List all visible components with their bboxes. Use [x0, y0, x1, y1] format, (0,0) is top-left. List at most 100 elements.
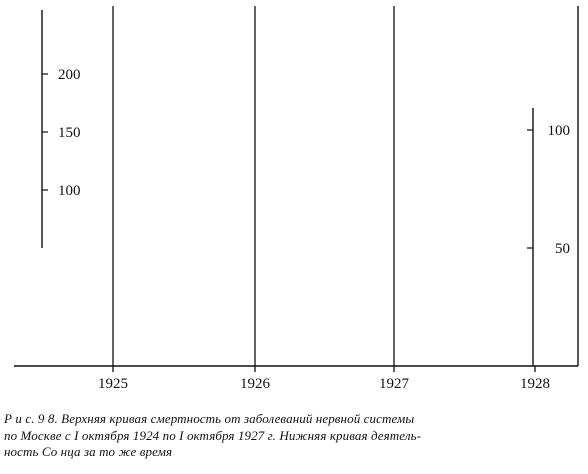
lower-curve-solar-activity-point: [272, 224, 273, 225]
upper-curve-mortality-point: [266, 101, 267, 102]
lower-curve-solar-activity-point: [0, 313, 1, 314]
lower-curve-solar-activity-point: [137, 323, 138, 324]
upper-curve-mortality-point: [324, 94, 325, 95]
caption-line-3: ность Со нца за то же время: [4, 444, 173, 459]
figure-caption: Р и с. 9 8. Верхняя кривая смертность от…: [4, 411, 580, 461]
upper-curve-mortality-point: [405, 85, 406, 86]
upper-curve-mortality-point: [195, 68, 196, 69]
upper-curve-mortality-point: [464, 120, 465, 121]
line-chart: 1925 1926 1927 1928 200 150 100 100 50: [0, 6, 579, 392]
lower-curve-solar-activity-point: [453, 236, 454, 237]
lower-curve-solar-activity-point: [254, 210, 255, 211]
lower-curve-solar-activity-point: [243, 129, 244, 130]
upper-curve-mortality-point: [429, 73, 430, 74]
upper-curve-mortality-point: [243, 85, 244, 86]
lower-curve-solar-activity-point: [0, 304, 1, 305]
right-y-tick-label: 100: [548, 123, 571, 139]
lower-curve-solar-activity-point: [159, 285, 160, 286]
upper-curve-mortality-point: [335, 83, 336, 84]
lower-curve-solar-activity-point: [131, 339, 132, 340]
upper-curve-mortality-point: [131, 73, 132, 74]
lower-curve-solar-activity-point: [382, 177, 383, 178]
upper-curve-mortality-point: [278, 137, 279, 138]
upper-curve-mortality-point: [148, 76, 149, 77]
upper-curve-mortality-point: [0, 143, 1, 144]
lower-curve-solar-activity-point: [230, 224, 231, 225]
lower-curve-solar-activity: [0, 113, 500, 341]
lower-curve-solar-activity-point: [289, 210, 290, 211]
lower-curve-solar-activity-point: [393, 165, 394, 166]
lower-curve-solar-activity-point: [440, 229, 441, 230]
left-y-tick-label: 100: [58, 183, 81, 199]
lower-curve-solar-activity-point: [313, 247, 314, 248]
x-tick-label: 1927: [379, 376, 410, 392]
left-y-tick-label: 150: [58, 125, 81, 141]
upper-curve-mortality-point: [254, 93, 255, 94]
upper-curve-mortality-point: [208, 78, 209, 79]
upper-curve-mortality-point: [137, 62, 138, 63]
upper-curve-mortality-point: [393, 102, 394, 103]
upper-curve-mortality-point: [0, 122, 1, 123]
upper-curve-mortality-point: [348, 73, 349, 74]
x-tick-label: 1928: [520, 376, 550, 392]
lower-curve-solar-activity-point: [412, 188, 413, 189]
lower-curve-solar-activity-point: [324, 231, 325, 232]
upper-curve-mortality-point: [230, 94, 231, 95]
left-y-tick-label: 200: [58, 67, 81, 83]
right-y-tick-label: 50: [555, 241, 570, 257]
lower-curve-solar-activity-point: [405, 129, 406, 130]
upper-curve-mortality-point: [172, 83, 173, 84]
x-tick-label: 1926: [240, 376, 271, 392]
upper-curve-mortality-point: [202, 41, 203, 42]
upper-curve-mortality-point: [382, 112, 383, 113]
lower-curve-solar-activity-point: [124, 330, 125, 331]
tick-labels: 1925 1926 1927 1928 200 150 100 100 50: [58, 67, 570, 392]
x-tick-label: 1925: [98, 376, 128, 392]
lower-curve-solar-activity-point: [300, 200, 301, 201]
lower-curve-solar-activity-point: [208, 224, 209, 225]
lower-curve-solar-activity-point: [112, 318, 113, 319]
upper-curve-mortality-point: [417, 39, 418, 40]
upper-curve-mortality-point: [124, 99, 125, 100]
lower-curve-solar-activity-point: [219, 210, 220, 211]
lower-curve-solar-activity-point: [202, 276, 203, 277]
chart-axes: [14, 6, 579, 372]
lower-curve-solar-activity-point: [278, 280, 279, 281]
upper-curve-mortality-point: [289, 117, 290, 118]
upper-curve-mortality-point: [453, 106, 454, 107]
upper-curve-mortality-point: [499, 102, 500, 103]
upper-curve-mortality-point: [359, 85, 360, 86]
lower-curve-solar-activity-point: [429, 217, 430, 218]
upper-curve-mortality-point: [488, 99, 489, 100]
lower-curve-solar-activity-point: [0, 306, 1, 307]
upper-curve-mortality-point: [112, 113, 113, 114]
lower-curve-solar-activity-point: [266, 210, 267, 211]
lower-curve-solar-activity-point: [359, 224, 360, 225]
caption-line-2: по Москве с I октября 1924 по I октября …: [4, 427, 422, 443]
upper-curve-mortality-point: [159, 108, 160, 109]
lower-curve-solar-activity-point: [335, 236, 336, 237]
lower-curve-solar-activity-point: [348, 212, 349, 213]
lower-curve-solar-activity-point: [172, 271, 173, 272]
upper-curve-mortality-point: [440, 91, 441, 92]
upper-curve-mortality-point: [219, 131, 220, 132]
lower-curve-solar-activity-point: [183, 266, 184, 267]
upper-curve-mortality-point: [183, 54, 184, 55]
upper-curve-mortality-point: [475, 131, 476, 132]
lower-curve-solar-activity-point: [148, 330, 149, 331]
lower-curve-solar-activity-point: [499, 269, 500, 270]
upper-curve-mortality-point: [272, 131, 273, 132]
lower-curve-solar-activity-point: [195, 280, 196, 281]
caption-line-1: Р и с. 9 8. Верхняя кривая смертность от…: [4, 411, 415, 426]
lower-curve-solar-activity-point: [417, 113, 418, 114]
upper-curve-mortality-point: [370, 111, 371, 112]
upper-curve-mortality-point: [412, 62, 413, 63]
upper-curve-mortality-point: [300, 131, 301, 132]
upper-curve-mortality-point: [0, 134, 1, 135]
lower-curve-solar-activity-point: [475, 224, 476, 225]
lower-curve-solar-activity-point: [370, 200, 371, 201]
lower-curve-solar-activity-point: [464, 212, 465, 213]
lower-curve-solar-activity-point: [488, 212, 489, 213]
upper-curve-mortality-point: [313, 140, 314, 141]
